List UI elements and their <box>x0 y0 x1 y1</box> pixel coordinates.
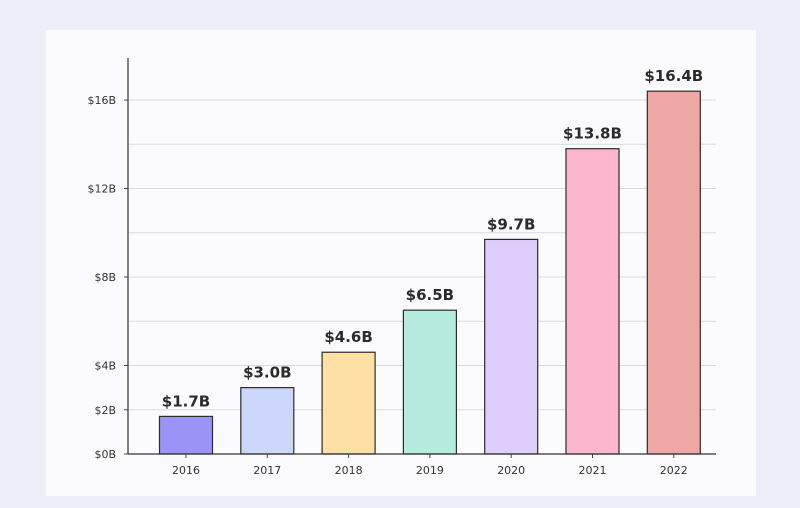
bar-value-label: $13.8B <box>563 125 622 143</box>
x-tick-label: 2019 <box>416 464 444 477</box>
x-tick-label: 2016 <box>172 464 200 477</box>
x-tick-label: 2022 <box>660 464 688 477</box>
y-tick-label: $16B <box>87 94 116 107</box>
y-tick-label: $8B <box>94 271 116 284</box>
bar-value-label: $9.7B <box>487 215 535 233</box>
y-tick-label: $0B <box>94 448 116 461</box>
bar-value-label: $1.7B <box>162 392 210 410</box>
x-tick-label: 2018 <box>335 464 363 477</box>
x-tick-label: 2021 <box>579 464 607 477</box>
bar-2021 <box>565 148 620 455</box>
bar-2018 <box>321 351 376 455</box>
bars <box>158 90 701 455</box>
bar-2020 <box>484 238 539 455</box>
bar-2022 <box>646 90 701 455</box>
y-tick-label: $4B <box>94 360 116 373</box>
bar-value-label: $6.5B <box>406 286 454 304</box>
y-tick-label: $2B <box>94 404 116 417</box>
x-tick-label: 2020 <box>497 464 525 477</box>
y-tick-label: $12B <box>87 183 116 196</box>
labels: $0B $2B $4B $8B $12B $16B $1.7B 2016 $3.0B 2017 $4… <box>87 67 703 477</box>
bar-2017 <box>240 387 295 455</box>
bar-2016 <box>158 415 214 455</box>
x-tick-label: 2017 <box>253 464 281 477</box>
bar-value-label: $16.4B <box>644 67 703 85</box>
bar-value-label: $4.6B <box>324 328 372 346</box>
axes <box>124 58 716 458</box>
bar-2019 <box>402 309 457 455</box>
bar-value-label: $3.0B <box>243 364 291 382</box>
